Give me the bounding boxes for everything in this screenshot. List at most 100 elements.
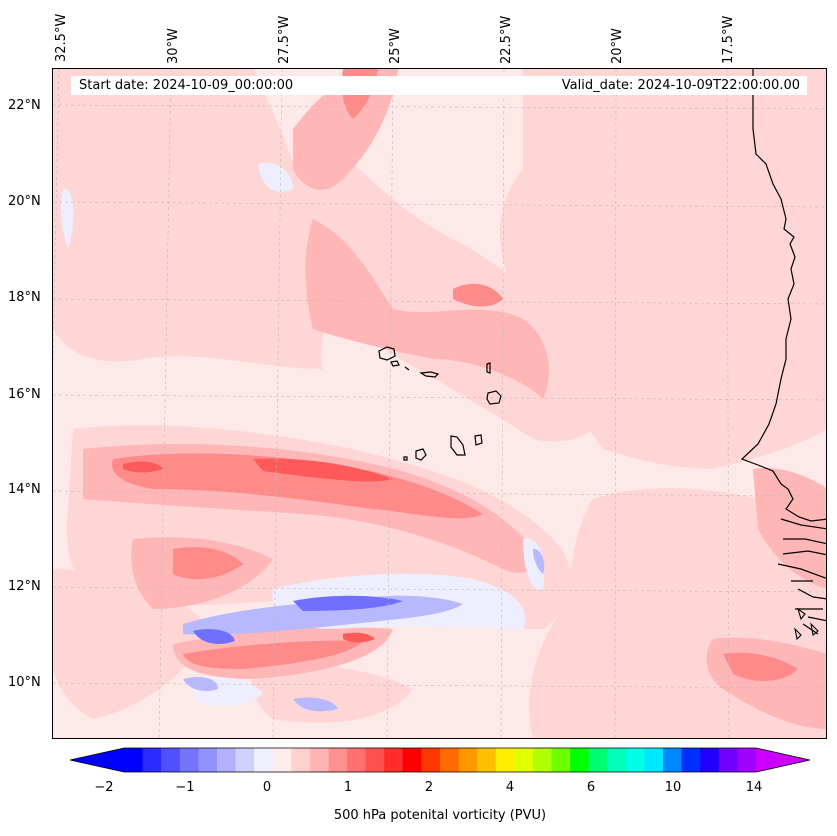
- colorbar-segment: [254, 748, 274, 772]
- island-santiago: [450, 435, 466, 456]
- colorbar-segment: [142, 748, 162, 772]
- colorbar-tick-neg1: −1: [175, 780, 195, 795]
- gridline: [272, 69, 283, 738]
- colorbar-tick-2: 2: [424, 780, 434, 795]
- field-region-red: [183, 640, 363, 669]
- field-region-light-pink: [71, 166, 204, 233]
- colorbar-tick-0: 0: [262, 780, 272, 795]
- field-region-red: [723, 652, 798, 681]
- colorbar-segment: [328, 748, 348, 772]
- lat-label-22n: 22°N: [8, 98, 41, 113]
- gridline: [158, 69, 172, 738]
- field-region-pink: [305, 219, 549, 399]
- island-santo-antao: [378, 346, 396, 361]
- cape-verde-islands: [378, 346, 502, 461]
- field-region-red: [173, 547, 243, 580]
- field-region-light-blue: [258, 162, 293, 192]
- field-region-blue: [183, 677, 218, 691]
- island-sal: [486, 362, 491, 374]
- colorbar-segment: [681, 748, 701, 772]
- colorbar-segment: [532, 748, 553, 772]
- colorbar-segment: [235, 748, 255, 772]
- field-region-red: [112, 453, 484, 519]
- colorbar-segment: [570, 748, 590, 772]
- colorbar-outline: [70, 747, 810, 773]
- lon-label-22-5w: 22.5°W: [499, 15, 514, 64]
- lon-label-30w: 30°W: [166, 28, 181, 64]
- colorbar: [70, 747, 810, 773]
- colorbar-segment: [700, 748, 720, 772]
- island-boa-vista: [486, 390, 502, 405]
- colorbar-label: 500 hPa potenital vorticity (PVU): [333, 808, 547, 823]
- start-date-text: Start date: 2024-10-09_00:00:00: [79, 78, 294, 93]
- island-santa-luzia: [404, 366, 410, 371]
- colorbar-segment: [309, 748, 329, 772]
- colorbar-segment: [402, 748, 422, 772]
- colorbar-segment: [161, 748, 181, 772]
- colorbar-segment: [588, 748, 608, 772]
- colorbar-segment: [737, 748, 757, 772]
- colorbar-segment: [198, 748, 218, 772]
- island-brava: [403, 456, 408, 461]
- gridline: [500, 69, 505, 738]
- lon-label-17-5w: 17.5°W: [721, 15, 736, 64]
- field-region-deep-red: [343, 632, 375, 643]
- field-region-red: [453, 283, 503, 307]
- field-region-light-pink: [251, 665, 413, 723]
- colorbar-tick-1: 1: [343, 780, 353, 795]
- colorbar-segment: [514, 748, 534, 772]
- lon-label-27-5w: 27.5°W: [277, 15, 292, 64]
- graticule: [53, 69, 826, 738]
- field-region-blue: [293, 697, 338, 712]
- african-coastline-senegal-gambia: [777, 518, 826, 635]
- field-region-deep-blue: [293, 595, 403, 611]
- field-region-pink: [753, 468, 826, 589]
- field-region-deep-red: [253, 458, 393, 482]
- gridline: [614, 69, 617, 738]
- colorbar-segment: [291, 748, 311, 772]
- field-region-light-pink: [53, 69, 335, 369]
- colorbar-segment: [477, 748, 497, 772]
- colorbar-segment: [458, 748, 478, 772]
- island-sao-nicolau: [419, 371, 440, 378]
- valid-date-text: Valid_date: 2024-10-09T22:00:00.00: [561, 78, 800, 93]
- field-region-blue: [533, 548, 545, 574]
- gridline: [726, 69, 730, 738]
- field-region-deep-blue: [193, 629, 235, 644]
- colorbar-tick-neg2: −2: [94, 780, 114, 795]
- colorbar-segment: [365, 748, 385, 772]
- island-fogo: [415, 448, 427, 461]
- colorbar-segment: [551, 748, 571, 772]
- field-region-blue: [183, 595, 463, 635]
- lon-label-25w: 25°W: [388, 28, 403, 64]
- colorbar-tick-6: 6: [586, 780, 596, 795]
- map-frame[interactable]: [52, 68, 827, 739]
- colorbar-tick-4: 4: [505, 780, 515, 795]
- pv-field-map[interactable]: [53, 69, 827, 739]
- island-sao-vicente: [390, 360, 400, 367]
- colorbar-segment: [644, 748, 664, 772]
- island-maio: [474, 434, 483, 446]
- colorbar-segment: [421, 748, 441, 772]
- lon-label-32-5w: 32.5°W: [54, 13, 69, 62]
- colorbar-segment: [607, 748, 627, 772]
- colorbar-arrow-right: [756, 748, 810, 772]
- lat-label-14n: 14°N: [8, 482, 41, 497]
- lat-label-16n: 16°N: [8, 387, 41, 402]
- colorbar-segment: [216, 748, 237, 772]
- colorbar-segment: [272, 748, 292, 772]
- lon-label-20w: 20°W: [610, 28, 625, 64]
- colorbar-tick-14: 14: [745, 780, 763, 795]
- colorbar-segment: [347, 748, 367, 772]
- colorbar-segment: [384, 748, 404, 772]
- colorbar-arrow-left: [70, 748, 124, 772]
- colorbar-segment: [179, 748, 199, 772]
- lat-label-10n: 10°N: [8, 675, 41, 690]
- field-region-light-blue: [60, 188, 74, 249]
- lat-label-18n: 18°N: [8, 290, 41, 305]
- info-bar: Start date: 2024-10-09_00:00:00 Valid_da…: [71, 76, 807, 95]
- colorbar-segment: [663, 748, 683, 772]
- gridline: [386, 69, 394, 738]
- colorbar-tick-10: 10: [664, 780, 682, 795]
- field-region-deep-red: [123, 461, 163, 473]
